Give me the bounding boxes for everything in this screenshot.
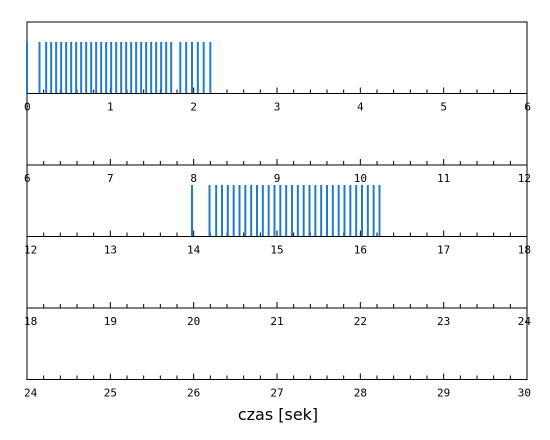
tick-label: 14 — [187, 244, 201, 257]
tick-label: 28 — [354, 387, 367, 400]
tick-label: 30 — [518, 387, 531, 400]
tick-label: 7 — [107, 172, 114, 185]
tick-label: 19 — [104, 315, 117, 328]
tick-label: 29 — [437, 387, 450, 400]
tick-label: 24 — [24, 387, 38, 400]
tick-label: 18 — [24, 315, 37, 328]
tick-label: 17 — [437, 244, 450, 257]
tick-label: 2 — [190, 101, 197, 114]
x-axis-label: czas [sek] — [238, 405, 318, 424]
tick-label: 9 — [274, 172, 281, 185]
tick-label: 13 — [104, 244, 117, 257]
tick-label: 8 — [190, 172, 197, 185]
tick-label: 20 — [187, 315, 200, 328]
raster-row: 24 25 26 27 28 29 30 — [24, 307, 531, 400]
raster-row: 12 13 14 15 16 17 18 — [24, 164, 531, 257]
tick-label: 11 — [437, 172, 450, 185]
tick-label: 4 — [357, 101, 364, 114]
tick-label: 5 — [440, 101, 447, 114]
tick-label: 26 — [187, 387, 200, 400]
tick-label: 24 — [518, 315, 532, 328]
tick-label: 6 — [524, 101, 531, 114]
tick-label: 18 — [518, 244, 531, 257]
tick-label: 25 — [104, 387, 117, 400]
tick-label: 15 — [270, 244, 283, 257]
tick-label: 12 — [518, 172, 531, 185]
tick-label: 12 — [24, 244, 37, 257]
tick-label: 3 — [274, 101, 281, 114]
tick-label: 1 — [107, 101, 114, 114]
tick-label: 22 — [354, 315, 367, 328]
tick-label: 16 — [354, 244, 367, 257]
tick-label: 23 — [437, 315, 450, 328]
tick-label: 10 — [354, 172, 367, 185]
tick-label: 27 — [270, 387, 283, 400]
tick-label: 21 — [270, 315, 283, 328]
